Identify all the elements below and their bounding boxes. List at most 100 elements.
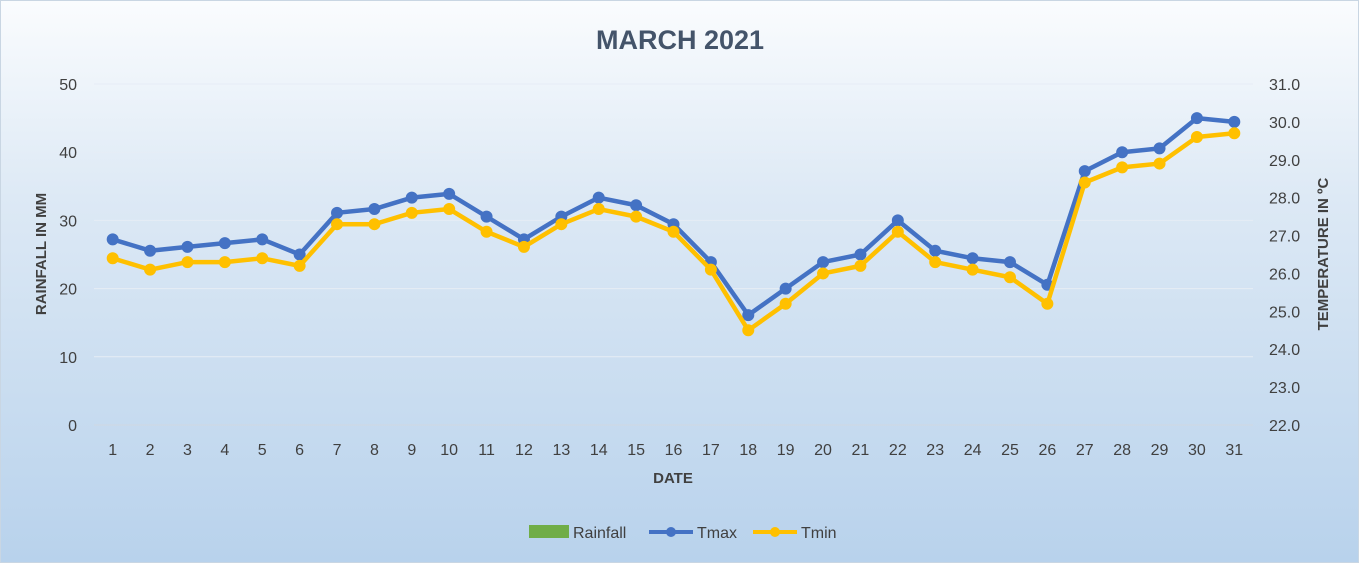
tmax-point	[443, 187, 456, 200]
tmin-point	[630, 210, 643, 223]
tmax-point	[1078, 165, 1091, 178]
tmax-point	[1003, 256, 1016, 269]
tmax-point	[1190, 112, 1203, 125]
tmin-point	[1041, 297, 1054, 310]
x-tick-label: 27	[1076, 442, 1094, 459]
tmax-point	[854, 248, 867, 261]
chart-title: MARCH 2021	[596, 25, 764, 55]
tmin-point	[1078, 176, 1091, 189]
x-tick-label: 9	[407, 442, 416, 459]
left-axis-ticks: 0 10 20 30 40 50	[59, 77, 77, 435]
x-tick-label: 8	[370, 442, 379, 459]
y2-tick-label: 29.0	[1269, 153, 1300, 170]
tmax-point	[1153, 142, 1166, 155]
y2-tick-label: 26.0	[1269, 266, 1300, 283]
tmax-point	[891, 214, 904, 227]
tmin-point	[517, 240, 530, 253]
x-tick-label: 23	[926, 442, 944, 459]
tmin-point	[1153, 157, 1166, 170]
tmax-line	[112, 115, 1235, 318]
y2-tick-label: 24.0	[1269, 342, 1300, 359]
tmax-point	[1116, 146, 1129, 159]
x-tick-label: 20	[814, 442, 832, 459]
x-tick-label: 18	[739, 442, 757, 459]
tmax-point	[256, 233, 269, 246]
tmin-point	[891, 225, 904, 238]
y-tick-label: 0	[68, 418, 77, 435]
tmin-point	[555, 218, 568, 231]
tmin-point	[331, 218, 344, 231]
x-tick-label: 29	[1151, 442, 1169, 459]
tmax-point	[929, 244, 942, 257]
x-tick-label: 6	[295, 442, 304, 459]
x-tick-label: 11	[478, 442, 495, 459]
tmax-point	[742, 309, 755, 322]
x-tick-label: 22	[889, 442, 907, 459]
x-tick-label: 15	[627, 442, 645, 459]
tmin-point	[443, 203, 456, 216]
x-tick-label: 16	[665, 442, 683, 459]
legend-label: Tmax	[697, 525, 737, 542]
x-axis-ticks: 1 2 3 4 5 6 7 8 9 10 11 12 13 14 15 16 17 18 19 20 21 22 23 24 2…	[108, 442, 1243, 459]
tmax-point	[331, 206, 344, 219]
tmin-point	[405, 206, 418, 219]
x-tick-label: 2	[146, 442, 155, 459]
tmin-point	[218, 256, 231, 269]
legend-swatch-marker	[666, 527, 676, 537]
tmin-point	[1116, 161, 1129, 174]
tmin-point	[480, 225, 493, 238]
y2-tick-label: 27.0	[1269, 229, 1300, 246]
tmin-point	[1003, 271, 1016, 284]
y-tick-label: 30	[59, 213, 77, 230]
tmin-point	[1190, 131, 1203, 144]
x-tick-label: 28	[1113, 442, 1131, 459]
legend-swatch-bar	[529, 525, 569, 538]
legend-label: Rainfall	[573, 525, 626, 542]
tmin-point	[368, 218, 381, 231]
tmin-point	[256, 252, 269, 265]
y-tick-label: 40	[59, 145, 77, 162]
tmin-point	[704, 263, 717, 276]
y2-axis-title: TEMPERATURE IN ºC	[1315, 177, 1332, 330]
tmax-point	[106, 233, 119, 246]
x-tick-label: 30	[1188, 442, 1206, 459]
x-tick-label: 21	[852, 442, 870, 459]
y2-tick-label: 22.0	[1269, 418, 1300, 435]
tmin-point	[817, 267, 830, 280]
tmax-point	[630, 199, 643, 212]
x-tick-label: 7	[333, 442, 342, 459]
tmin-point	[742, 324, 755, 337]
x-tick-label: 24	[964, 442, 982, 459]
tmin-point	[1228, 127, 1241, 140]
tmin-point	[144, 263, 157, 276]
tmax-point	[592, 191, 605, 204]
gridlines	[94, 83, 1253, 426]
y-tick-label: 10	[59, 350, 77, 367]
series-layer	[106, 112, 1241, 337]
tmin-point	[106, 252, 119, 265]
tmax-point	[368, 203, 381, 216]
y2-tick-label: 23.0	[1269, 380, 1300, 397]
tmin-point	[854, 259, 867, 272]
x-axis-title: DATE	[653, 470, 693, 487]
y-tick-label: 50	[59, 77, 77, 94]
x-tick-label: 19	[777, 442, 795, 459]
legend-swatch-marker	[770, 527, 780, 537]
x-tick-label: 31	[1225, 442, 1243, 459]
x-tick-label: 26	[1038, 442, 1056, 459]
x-tick-label: 5	[258, 442, 267, 459]
tmin-point	[929, 256, 942, 269]
tmax-point	[480, 210, 493, 223]
tmax-point	[817, 256, 830, 269]
tmax-point	[144, 244, 157, 257]
x-tick-label: 13	[552, 442, 570, 459]
tmax-point	[779, 282, 792, 295]
y2-tick-label: 25.0	[1269, 304, 1300, 321]
tmin-point	[779, 297, 792, 310]
y-axis-title: RAINFALL IN MM	[33, 193, 50, 315]
tmax-point	[181, 240, 194, 253]
x-tick-label: 14	[590, 442, 608, 459]
x-tick-label: 4	[220, 442, 229, 459]
tmin-point	[293, 259, 306, 272]
